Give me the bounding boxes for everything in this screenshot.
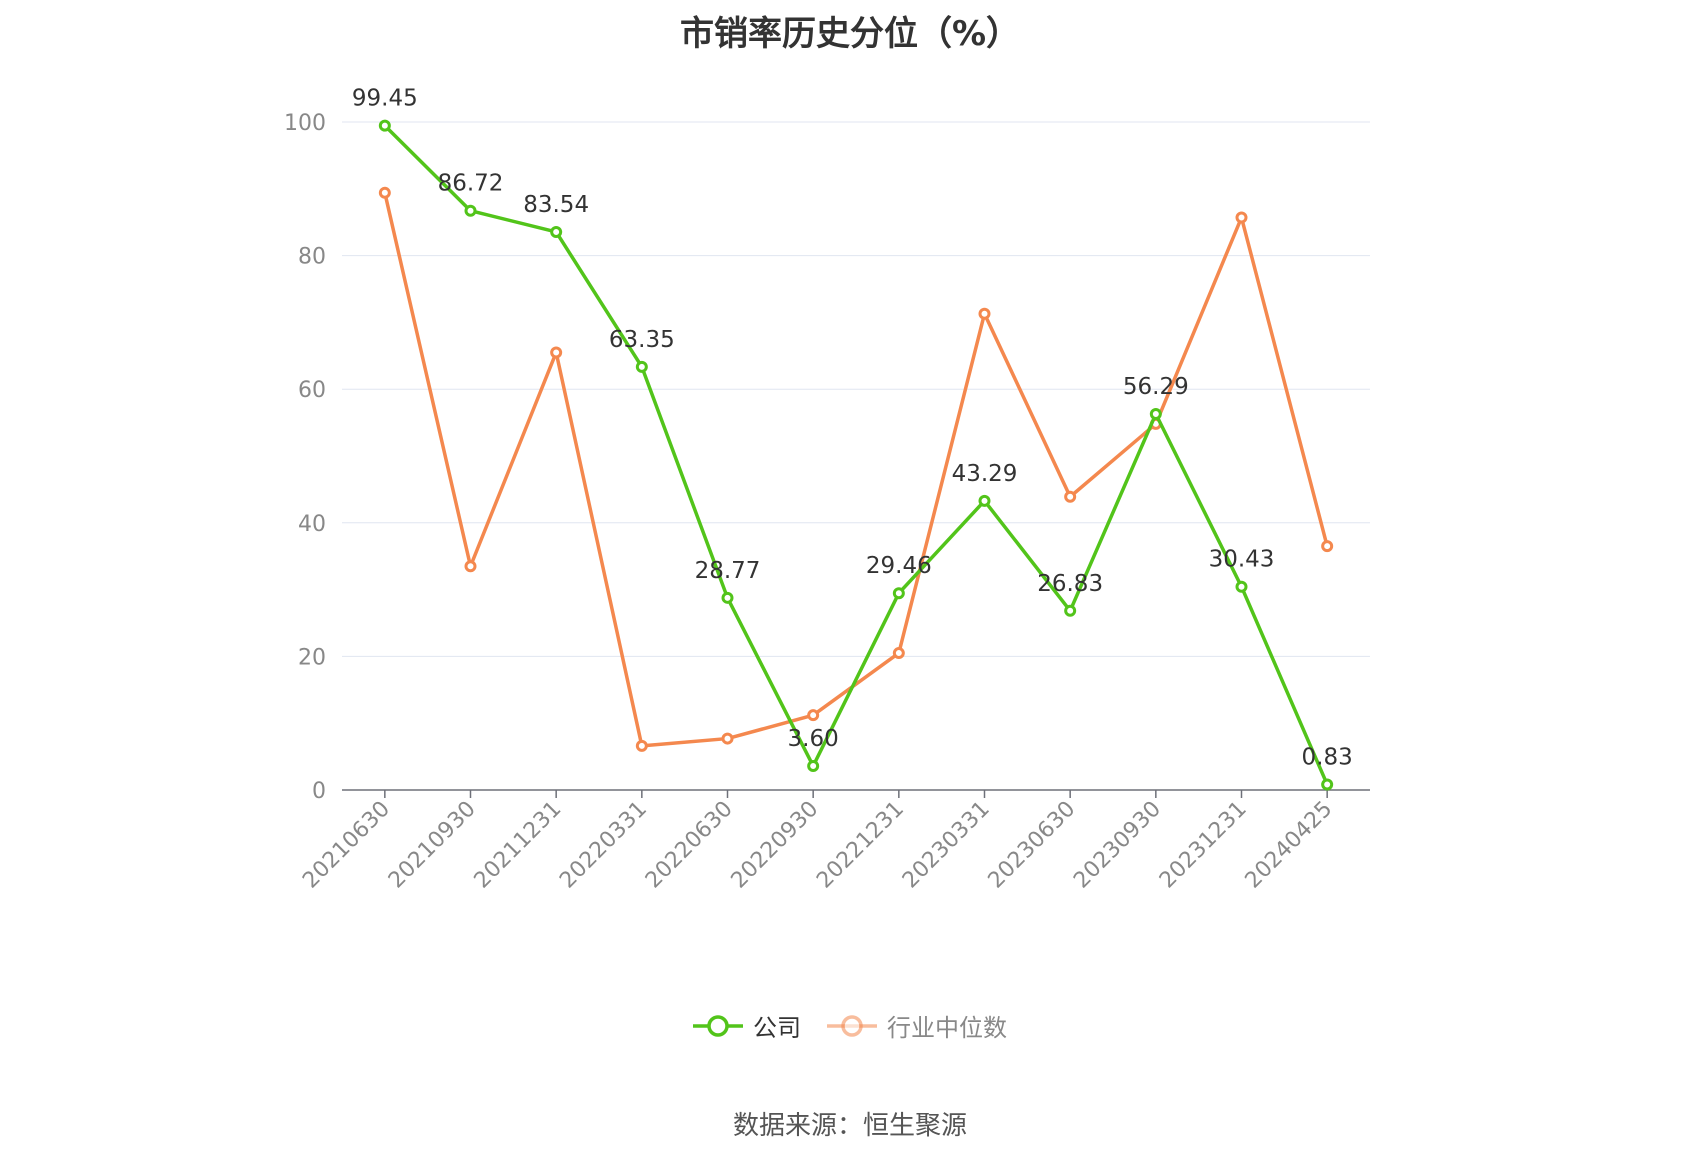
grid-lines: [342, 121, 1370, 657]
data-point: [1064, 604, 1077, 617]
legend-label: 公司: [753, 1014, 801, 1042]
source-note: 数据来源：恒生聚源: [732, 1111, 967, 1141]
data-label: 99.45: [352, 86, 418, 112]
data-label: 63.35: [609, 327, 675, 353]
y-tick-label: 40: [298, 512, 326, 537]
data-label: 56.29: [1123, 374, 1189, 400]
data-point: [550, 225, 563, 238]
data-point: [1321, 778, 1334, 791]
data-label: 28.77: [695, 558, 761, 584]
line-chart: 0204060801002021063020210930202112312022…: [284, 86, 1370, 893]
data-point: [464, 204, 477, 217]
x-tick-label: 20221231: [812, 797, 909, 894]
x-tick-label: 20240425: [1241, 797, 1338, 894]
data-point: [807, 709, 820, 722]
x-tick-label: 20211231: [470, 797, 567, 894]
y-tick-label: 100: [284, 111, 326, 136]
legend-marker-icon: [827, 1014, 877, 1037]
data-point: [1064, 490, 1077, 503]
data-point: [635, 360, 648, 373]
y-tick-label: 60: [298, 378, 326, 403]
legend-item[interactable]: 公司: [693, 1008, 801, 1043]
data-label: 3.60: [788, 726, 839, 752]
data-point: [721, 732, 734, 745]
x-tick-label: 20220630: [641, 797, 738, 894]
chart-title: 市销率历史分位（%）: [679, 14, 1021, 54]
y-tick-label: 80: [298, 245, 326, 270]
data-label: 83.54: [523, 192, 589, 218]
data-point: [978, 494, 991, 507]
series-line: [383, 192, 1329, 748]
legend-marker-icon: [693, 1014, 743, 1037]
data-point: [1321, 540, 1334, 553]
y-tick-label: 20: [298, 645, 326, 670]
data-point: [378, 186, 391, 199]
x-tick-label: 20231231: [1155, 797, 1252, 894]
data-point: [892, 587, 905, 600]
data-point: [721, 591, 734, 604]
data-point: [892, 647, 905, 660]
x-tick-label: 20230331: [898, 797, 995, 894]
axes: 0204060801002021063020210930202112312022…: [284, 111, 1370, 893]
x-tick-label: 20210630: [298, 797, 395, 894]
data-point: [635, 739, 648, 752]
data-labels: 99.45 86.72 83.54 63.35 28.77 3.60 29.46 43.29 2…: [352, 86, 1353, 771]
x-tick-label: 20210930: [384, 797, 481, 894]
y-tick-label: 0: [312, 779, 326, 804]
legend-label: 行业中位数: [887, 1014, 1007, 1042]
legend: 公司 行业中位数: [0, 1008, 1700, 1043]
data-point: [464, 560, 477, 573]
data-point: [550, 346, 563, 359]
data-point: [1235, 211, 1248, 224]
data-label: 86.72: [438, 171, 504, 197]
data-label: 26.83: [1037, 571, 1103, 597]
data-label: 43.29: [952, 461, 1018, 487]
data-label: 0.83: [1302, 744, 1353, 770]
x-tick-label: 20220930: [727, 797, 824, 894]
data-label: 30.43: [1209, 547, 1275, 573]
series-lines: [378, 119, 1334, 791]
data-point: [1235, 580, 1248, 593]
data-point: [1149, 407, 1162, 420]
data-label: 29.46: [866, 553, 932, 579]
data-point: [378, 119, 391, 132]
data-point: [978, 307, 991, 320]
series-line: [383, 124, 1329, 786]
x-tick-label: 20230630: [984, 797, 1081, 894]
data-point: [807, 759, 820, 772]
legend-item[interactable]: 行业中位数: [827, 1008, 1007, 1043]
x-tick-label: 20220331: [555, 797, 652, 894]
x-tick-label: 20230930: [1069, 797, 1166, 894]
